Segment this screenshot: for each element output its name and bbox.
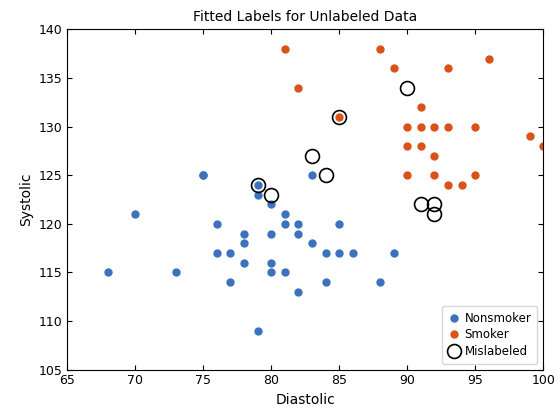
Smoker [472,173,479,178]
Nonsmoker [105,270,111,275]
Smoker [540,144,547,149]
Smoker [404,124,410,129]
Nonsmoker [309,241,315,246]
Nonsmoker [295,221,302,226]
Smoker [404,144,410,149]
Nonsmoker [282,212,288,217]
Smoker [295,85,302,90]
Nonsmoker [254,192,261,197]
Smoker [445,182,451,187]
Legend: Nonsmoker, Smoker, Mislabeled: Nonsmoker, Smoker, Mislabeled [442,306,537,364]
Nonsmoker [295,289,302,294]
Mislabeled [336,114,343,119]
Nonsmoker [336,250,343,255]
Nonsmoker [241,260,248,265]
Mislabeled [309,153,315,158]
Smoker [458,182,465,187]
Nonsmoker [295,231,302,236]
Nonsmoker [377,280,384,285]
Smoker [417,144,424,149]
Nonsmoker [227,250,234,255]
Nonsmoker [241,231,248,236]
Smoker [526,134,533,139]
Smoker [431,153,438,158]
Nonsmoker [200,173,207,178]
Mislabeled [268,192,274,197]
Y-axis label: Systolic: Systolic [19,173,33,226]
Nonsmoker [268,270,274,275]
Nonsmoker [227,280,234,285]
Smoker [390,66,397,71]
Smoker [472,124,479,129]
Nonsmoker [282,221,288,226]
Line: Mislabeled: Mislabeled [251,81,441,221]
Line: Nonsmoker: Nonsmoker [105,172,397,334]
Nonsmoker [254,328,261,333]
Nonsmoker [213,221,220,226]
Smoker [336,114,343,119]
Smoker [486,56,492,61]
Nonsmoker [200,173,207,178]
Smoker [417,124,424,129]
Nonsmoker [336,221,343,226]
Nonsmoker [309,173,315,178]
Mislabeled [431,212,438,217]
Nonsmoker [268,202,274,207]
Mislabeled [254,182,261,187]
Mislabeled [431,202,438,207]
Smoker [377,46,384,51]
Nonsmoker [322,280,329,285]
Nonsmoker [254,182,261,187]
Nonsmoker [390,250,397,255]
Mislabeled [417,202,424,207]
Nonsmoker [282,270,288,275]
Smoker [282,46,288,51]
Nonsmoker [241,241,248,246]
Nonsmoker [322,250,329,255]
Smoker [431,124,438,129]
Nonsmoker [172,270,179,275]
Nonsmoker [268,231,274,236]
Mislabeled [404,85,410,90]
Smoker [445,124,451,129]
Nonsmoker [132,212,138,217]
Smoker [431,173,438,178]
Nonsmoker [349,250,356,255]
Line: Smoker: Smoker [281,45,547,189]
Nonsmoker [268,260,274,265]
Smoker [417,105,424,110]
Mislabeled [322,173,329,178]
Nonsmoker [213,250,220,255]
Title: Fitted Labels for Unlabeled Data: Fitted Labels for Unlabeled Data [193,10,417,24]
Smoker [445,66,451,71]
X-axis label: Diastolic: Diastolic [276,393,335,407]
Smoker [404,173,410,178]
